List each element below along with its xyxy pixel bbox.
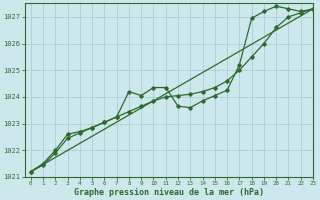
X-axis label: Graphe pression niveau de la mer (hPa): Graphe pression niveau de la mer (hPa): [74, 188, 264, 197]
